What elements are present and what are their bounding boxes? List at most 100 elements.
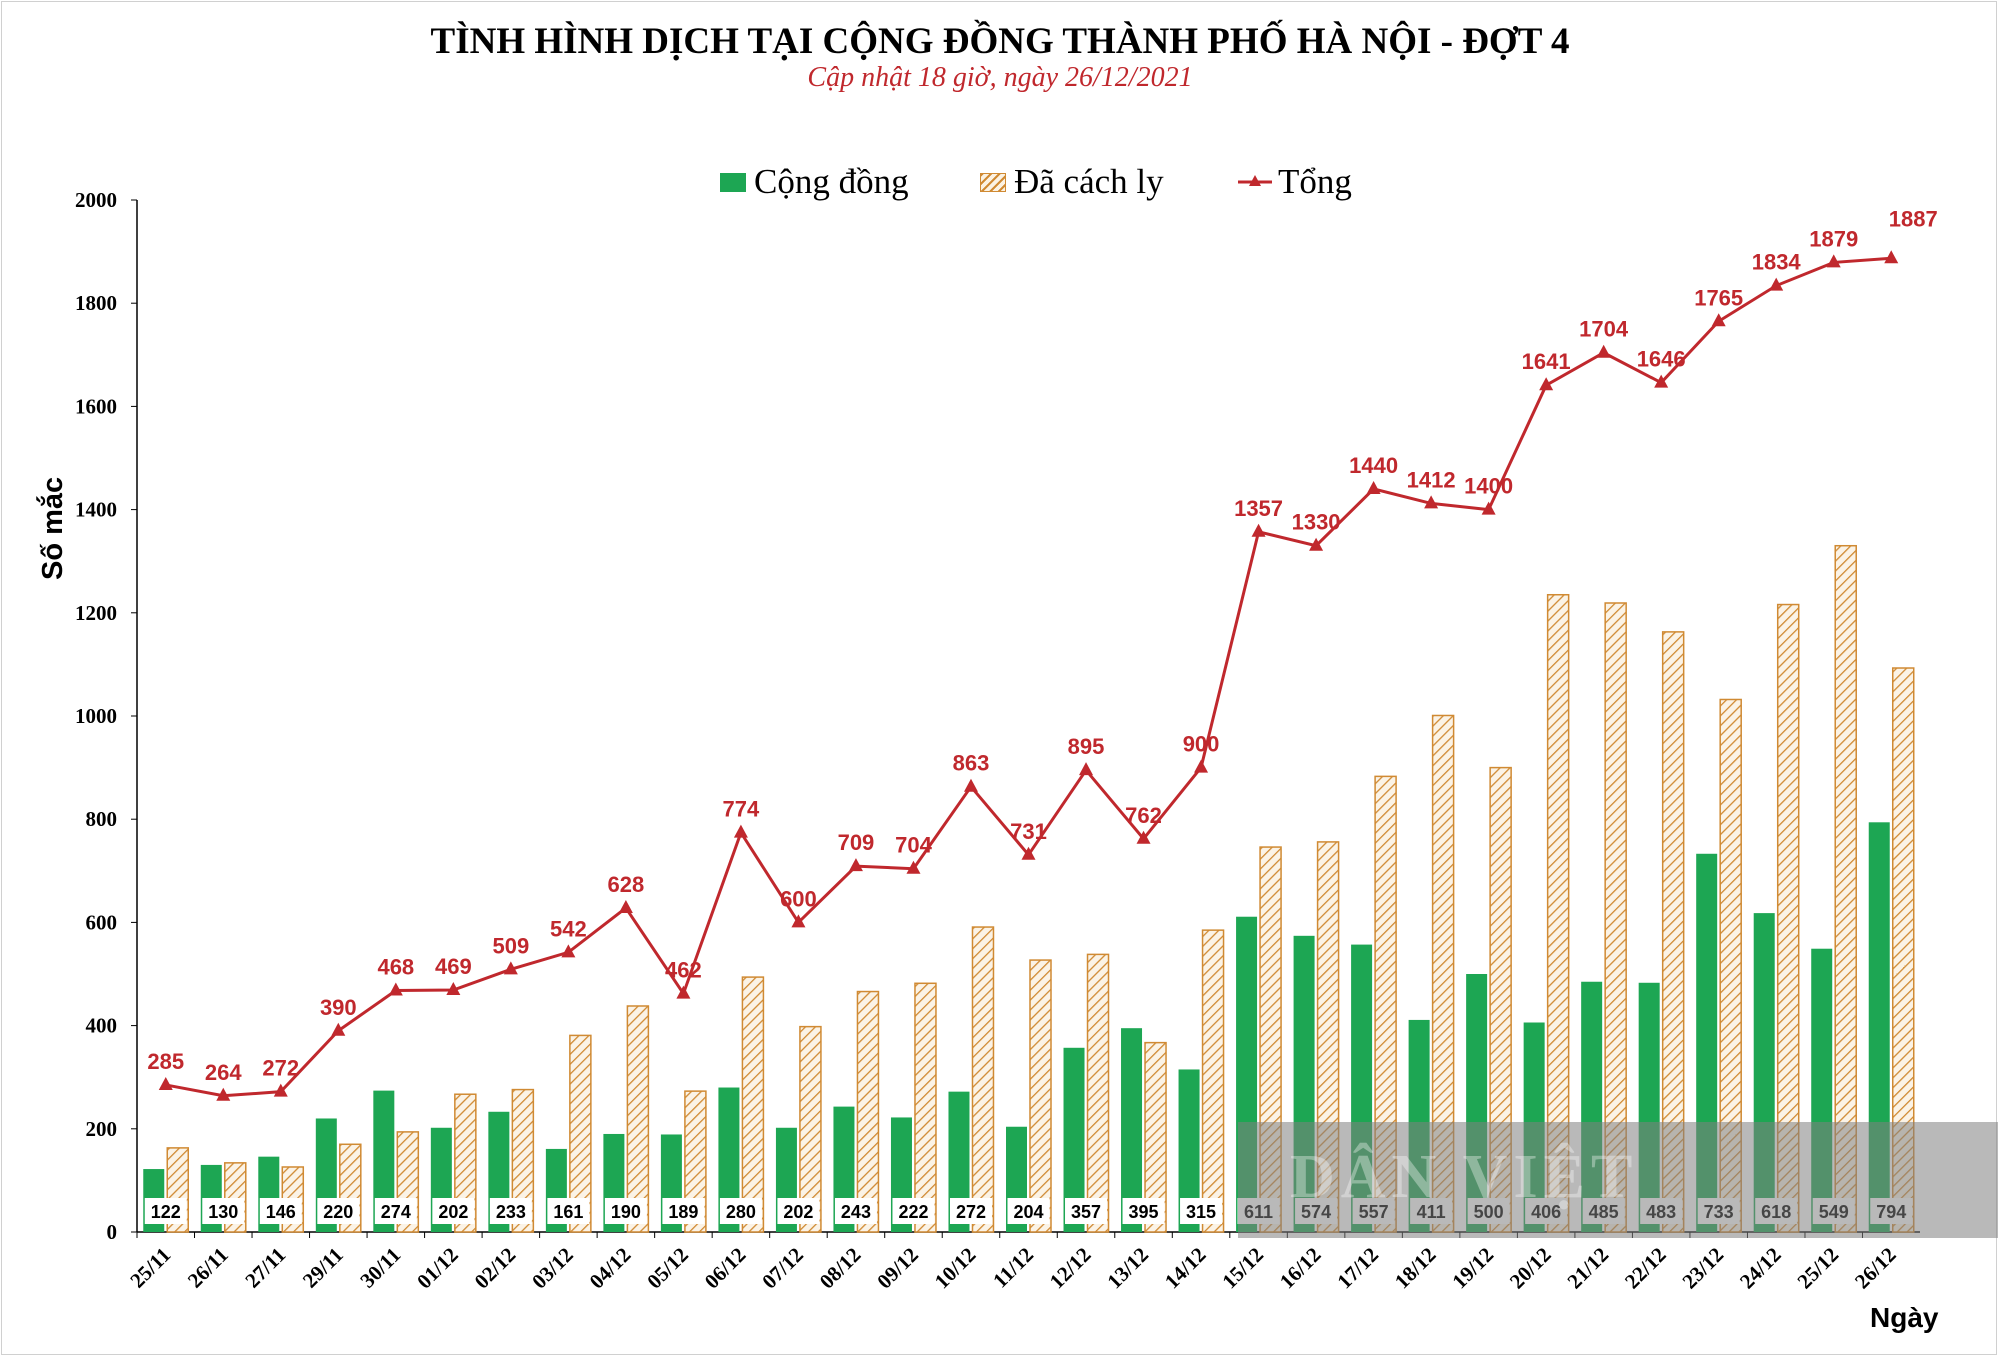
x-tick-label: 04/12: [585, 1243, 636, 1294]
bar-quarantine: [856, 990, 880, 1233]
data-label-community: 190: [611, 1202, 641, 1222]
point-total: [906, 860, 921, 874]
x-tick-label: 12/12: [1045, 1243, 1096, 1294]
data-label-community: 395: [1129, 1202, 1159, 1222]
x-tick-label: 10/12: [930, 1243, 981, 1294]
legend-label-quarantine: Đã cách ly: [1014, 162, 1164, 201]
data-label-bg-community: [719, 1198, 762, 1224]
data-label-community: 146: [266, 1202, 296, 1222]
data-label-total: 1704: [1579, 317, 1629, 342]
data-label-community: 243: [841, 1202, 871, 1222]
data-label-bg-community: [1180, 1198, 1223, 1224]
y-tick-label: 1600: [75, 394, 117, 418]
legend-swatch-community: [720, 172, 746, 192]
x-tick-label: 15/12: [1217, 1243, 1268, 1294]
point-total: [676, 985, 691, 999]
point-total: [1079, 762, 1094, 776]
data-label-total: 469: [435, 954, 472, 979]
point-total: [1309, 537, 1324, 551]
legend-item-quarantine: Đã cách ly: [980, 162, 1164, 202]
point-total: [733, 824, 748, 838]
legend-swatch-quarantine: [980, 172, 1006, 192]
point-total: [158, 1076, 173, 1090]
y-tick-label: 2000: [75, 188, 117, 212]
point-total: [388, 982, 403, 996]
chart-subtitle: Cập nhật 18 giờ, ngày 26/12/2021: [807, 62, 1193, 93]
point-total: [963, 778, 978, 792]
data-label-community: 202: [783, 1202, 813, 1222]
data-label-total: 272: [262, 1056, 299, 1081]
data-label-total: 468: [377, 955, 414, 980]
x-tick-label: 19/12: [1447, 1243, 1498, 1294]
point-total: [618, 899, 633, 913]
data-label-total: 285: [147, 1049, 184, 1074]
bar-community: [1063, 1047, 1085, 1232]
data-label-total: 1887: [1889, 206, 1938, 231]
bar-quarantine: [914, 982, 937, 1233]
data-label-total: 1440: [1349, 453, 1398, 478]
data-label-community: 272: [956, 1202, 986, 1222]
data-label-community: 357: [1071, 1202, 1101, 1222]
bar-quarantine: [1086, 953, 1110, 1233]
x-tick-label: 01/12: [412, 1243, 463, 1294]
data-label-bg-community: [892, 1198, 935, 1224]
data-label-total: 1834: [1752, 250, 1802, 275]
x-tick-label: 25/11: [125, 1243, 175, 1293]
bar-quarantine: [454, 1093, 477, 1233]
point-total: [1539, 377, 1554, 391]
data-label-community: 315: [1186, 1202, 1216, 1222]
point-total: [1136, 830, 1151, 844]
data-label-bg-community: [317, 1198, 360, 1224]
data-label-total: 462: [665, 958, 702, 983]
data-label-bg-community: [777, 1198, 820, 1224]
x-tick-label: 25/12: [1792, 1243, 1843, 1294]
x-tick-label: 17/12: [1332, 1243, 1383, 1294]
point-total: [1021, 846, 1036, 860]
x-tick-label: 20/12: [1505, 1243, 1556, 1294]
point-total: [561, 944, 576, 958]
x-tick-label: 03/12: [527, 1243, 578, 1294]
bar-quarantine: [684, 1090, 707, 1233]
bar-quarantine: [626, 1005, 650, 1233]
x-tick-label: 30/11: [355, 1243, 405, 1293]
x-tick-label: 26/11: [183, 1243, 233, 1293]
legend-item-community: Cộng đồng: [720, 162, 909, 202]
x-tick-label: 14/12: [1160, 1243, 1211, 1294]
data-label-total: 1330: [1292, 510, 1341, 535]
y-tick-label: 400: [86, 1014, 118, 1038]
y-tick-label: 1000: [75, 704, 117, 728]
data-label-community: 204: [1013, 1202, 1043, 1222]
x-tick-label: 06/12: [700, 1243, 751, 1294]
x-tick-label: 27/11: [240, 1243, 290, 1293]
point-total: [503, 961, 518, 975]
data-label-community: 122: [151, 1202, 181, 1222]
data-label-community: 161: [553, 1202, 583, 1222]
data-label-community: 189: [668, 1202, 698, 1222]
data-label-total: 1646: [1637, 347, 1686, 372]
data-label-total: 542: [550, 916, 587, 941]
data-label-total: 774: [723, 797, 760, 822]
legend-label-community: Cộng đồng: [754, 162, 909, 201]
data-label-total: 895: [1068, 734, 1105, 759]
bar-quarantine: [799, 1025, 822, 1233]
data-label-bg-community: [604, 1198, 647, 1224]
point-total: [1711, 313, 1726, 327]
point-total: [1884, 250, 1899, 264]
data-label-bg-community: [547, 1198, 590, 1224]
legend-label-total: Tổng: [1278, 162, 1352, 201]
point-total: [1424, 495, 1439, 509]
y-tick-label: 600: [86, 910, 118, 934]
bar-quarantine: [1144, 1041, 1167, 1233]
data-label-bg-community: [489, 1198, 532, 1224]
x-tick-label: 09/12: [872, 1243, 923, 1294]
bar-quarantine: [741, 976, 765, 1233]
data-label-bg-community: [834, 1198, 877, 1224]
data-label-total: 900: [1183, 732, 1220, 757]
point-total: [1769, 277, 1784, 291]
data-label-total: 1400: [1464, 474, 1513, 499]
legend: Cộng đồng Đã cách ly Tổng: [0, 162, 2000, 212]
x-axis-label: Ngày: [1870, 1302, 1939, 1333]
x-tick-label: 13/12: [1102, 1243, 1153, 1294]
